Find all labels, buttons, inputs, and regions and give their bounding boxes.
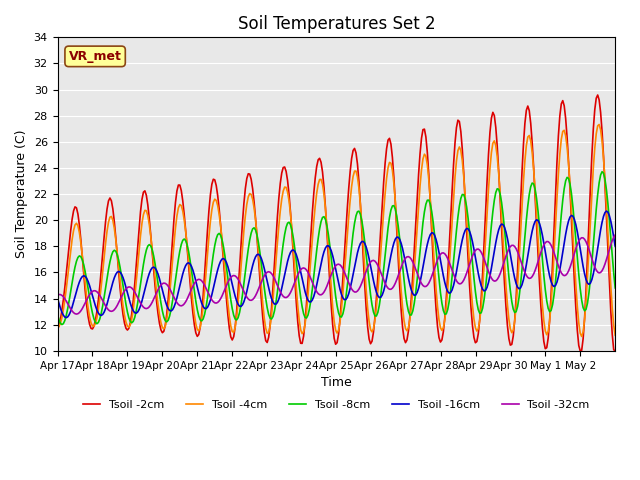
Tsoil -2cm — [611, 348, 619, 354]
Tsoil -16cm — [603, 208, 611, 214]
Tsoil -8cm — [611, 285, 619, 291]
Tsoil -4cm — [54, 324, 61, 330]
Tsoil -16cm — [611, 243, 619, 249]
Tsoil -2cm — [451, 140, 459, 146]
Text: VR_met: VR_met — [68, 50, 122, 63]
Tsoil -16cm — [342, 297, 349, 302]
Line: Tsoil -4cm: Tsoil -4cm — [58, 124, 615, 336]
Tsoil -4cm — [90, 324, 98, 329]
Tsoil -16cm — [536, 220, 543, 226]
Tsoil -8cm — [598, 169, 606, 175]
Tsoil -16cm — [92, 303, 99, 309]
Tsoil -4cm — [595, 121, 603, 127]
Line: Tsoil -16cm: Tsoil -16cm — [58, 211, 615, 318]
Tsoil -4cm — [72, 220, 80, 226]
Line: Tsoil -8cm: Tsoil -8cm — [58, 172, 615, 324]
Tsoil -4cm — [578, 334, 586, 339]
Y-axis label: Soil Temperature (C): Soil Temperature (C) — [15, 130, 28, 258]
Tsoil -2cm — [72, 205, 80, 211]
Tsoil -32cm — [54, 292, 61, 298]
Tsoil -2cm — [577, 348, 584, 354]
Tsoil -4cm — [611, 332, 619, 338]
Tsoil -16cm — [610, 234, 618, 240]
Tsoil -16cm — [54, 296, 61, 301]
Tsoil -16cm — [452, 269, 460, 275]
Tsoil -2cm — [594, 92, 602, 98]
Tsoil -4cm — [340, 272, 348, 277]
Tsoil -32cm — [342, 273, 349, 278]
Tsoil -16cm — [63, 315, 70, 321]
Tsoil -2cm — [90, 324, 98, 329]
Line: Tsoil -2cm: Tsoil -2cm — [58, 95, 615, 351]
Tsoil -8cm — [610, 270, 618, 276]
Tsoil -8cm — [92, 320, 99, 325]
Tsoil -8cm — [536, 223, 543, 229]
Title: Soil Temperatures Set 2: Soil Temperatures Set 2 — [237, 15, 435, 33]
Tsoil -32cm — [74, 311, 82, 317]
Tsoil -32cm — [611, 232, 619, 238]
Tsoil -32cm — [609, 238, 616, 243]
Tsoil -2cm — [54, 326, 61, 332]
Legend: Tsoil -2cm, Tsoil -4cm, Tsoil -8cm, Tsoil -16cm, Tsoil -32cm: Tsoil -2cm, Tsoil -4cm, Tsoil -8cm, Tsoi… — [79, 396, 594, 414]
Tsoil -8cm — [342, 295, 349, 301]
Tsoil -32cm — [452, 278, 460, 284]
Tsoil -2cm — [340, 252, 348, 258]
Line: Tsoil -32cm: Tsoil -32cm — [58, 235, 615, 314]
Tsoil -2cm — [610, 347, 618, 353]
Tsoil -32cm — [72, 311, 80, 317]
Tsoil -16cm — [74, 284, 82, 289]
Tsoil -4cm — [610, 323, 618, 328]
Tsoil -8cm — [58, 322, 66, 327]
Tsoil -4cm — [534, 235, 542, 240]
X-axis label: Time: Time — [321, 376, 352, 389]
Tsoil -8cm — [452, 228, 460, 233]
Tsoil -32cm — [536, 254, 543, 260]
Tsoil -8cm — [54, 312, 61, 317]
Tsoil -4cm — [451, 174, 459, 180]
Tsoil -32cm — [92, 288, 99, 294]
Tsoil -8cm — [74, 254, 82, 260]
Tsoil -2cm — [534, 251, 542, 257]
